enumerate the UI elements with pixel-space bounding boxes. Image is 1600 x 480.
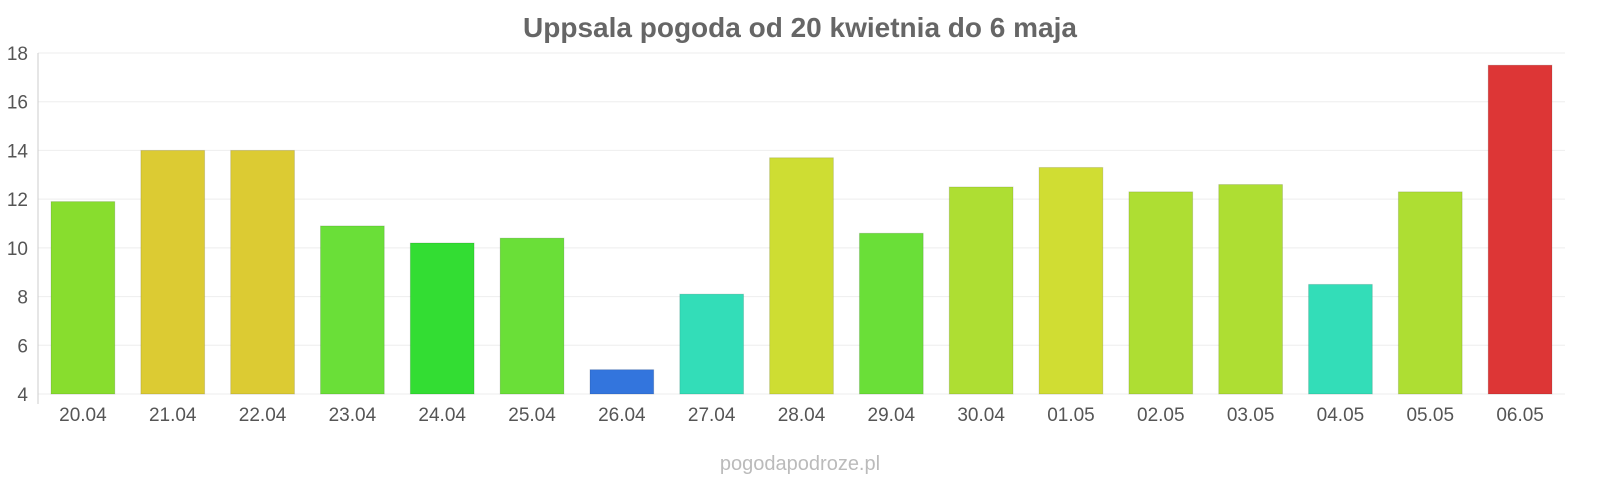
bar-26.04 [589, 369, 655, 395]
bar-06.05 [1487, 64, 1553, 395]
y-tick-label: 16 [7, 93, 28, 114]
y-tick-label: 18 [7, 44, 28, 65]
x-category-label: 28.04 [778, 405, 826, 426]
x-category-label: 30.04 [957, 405, 1005, 426]
x-category-label: 23.04 [329, 405, 377, 426]
bar-01.05 [1038, 166, 1104, 395]
x-category-label: 04.05 [1317, 405, 1365, 426]
y-tick-label: 8 [17, 288, 28, 309]
bar-22.04 [230, 149, 295, 395]
x-category-label: 25.04 [508, 405, 556, 426]
x-category-label: 02.05 [1137, 405, 1185, 426]
source-label: pogodapodroze.pl [720, 453, 880, 475]
y-tick-label: 4 [17, 385, 28, 406]
bar-24.04 [409, 242, 475, 395]
bars [50, 64, 1553, 395]
x-category-label: 21.04 [149, 405, 197, 426]
bar-23.04 [319, 225, 385, 395]
bar-29.04 [858, 232, 924, 395]
bar-27.04 [679, 293, 745, 395]
y-tick-label: 14 [7, 141, 29, 162]
y-tick-label: 10 [7, 239, 28, 260]
bar-04.05 [1308, 283, 1373, 395]
y-axis-ticks: 4 6 8 10 12 14 16 18 [7, 44, 29, 406]
x-category-label: 29.04 [868, 405, 916, 426]
bar-21.04 [140, 149, 206, 395]
x-category-label: 24.04 [418, 405, 466, 426]
bar-20.04 [50, 201, 116, 395]
y-tick-label: 12 [7, 190, 28, 211]
x-category-label: 06.05 [1496, 405, 1544, 426]
bar-30.04 [948, 186, 1014, 395]
x-category-label: 22.04 [239, 405, 287, 426]
bar-02.05 [1128, 191, 1194, 395]
x-category-label: 20.04 [59, 405, 107, 426]
bar-05.05 [1397, 191, 1463, 395]
x-category-label: 03.05 [1227, 405, 1275, 426]
bar-25.04 [499, 237, 565, 395]
bar-03.05 [1218, 184, 1284, 395]
x-category-label: 27.04 [688, 405, 736, 426]
y-tick-label: 6 [17, 336, 28, 357]
x-category-label: 05.05 [1406, 405, 1454, 426]
x-category-label: 26.04 [598, 405, 646, 426]
chart-title: Uppsala pogoda od 20 kwietnia do 6 maja [523, 12, 1077, 43]
bar-28.04 [769, 157, 834, 395]
x-category-label: 01.05 [1047, 405, 1095, 426]
x-axis-categories: 20.04 21.04 22.04 23.04 24.04 25.04 26.04 27.04… [59, 405, 1544, 426]
